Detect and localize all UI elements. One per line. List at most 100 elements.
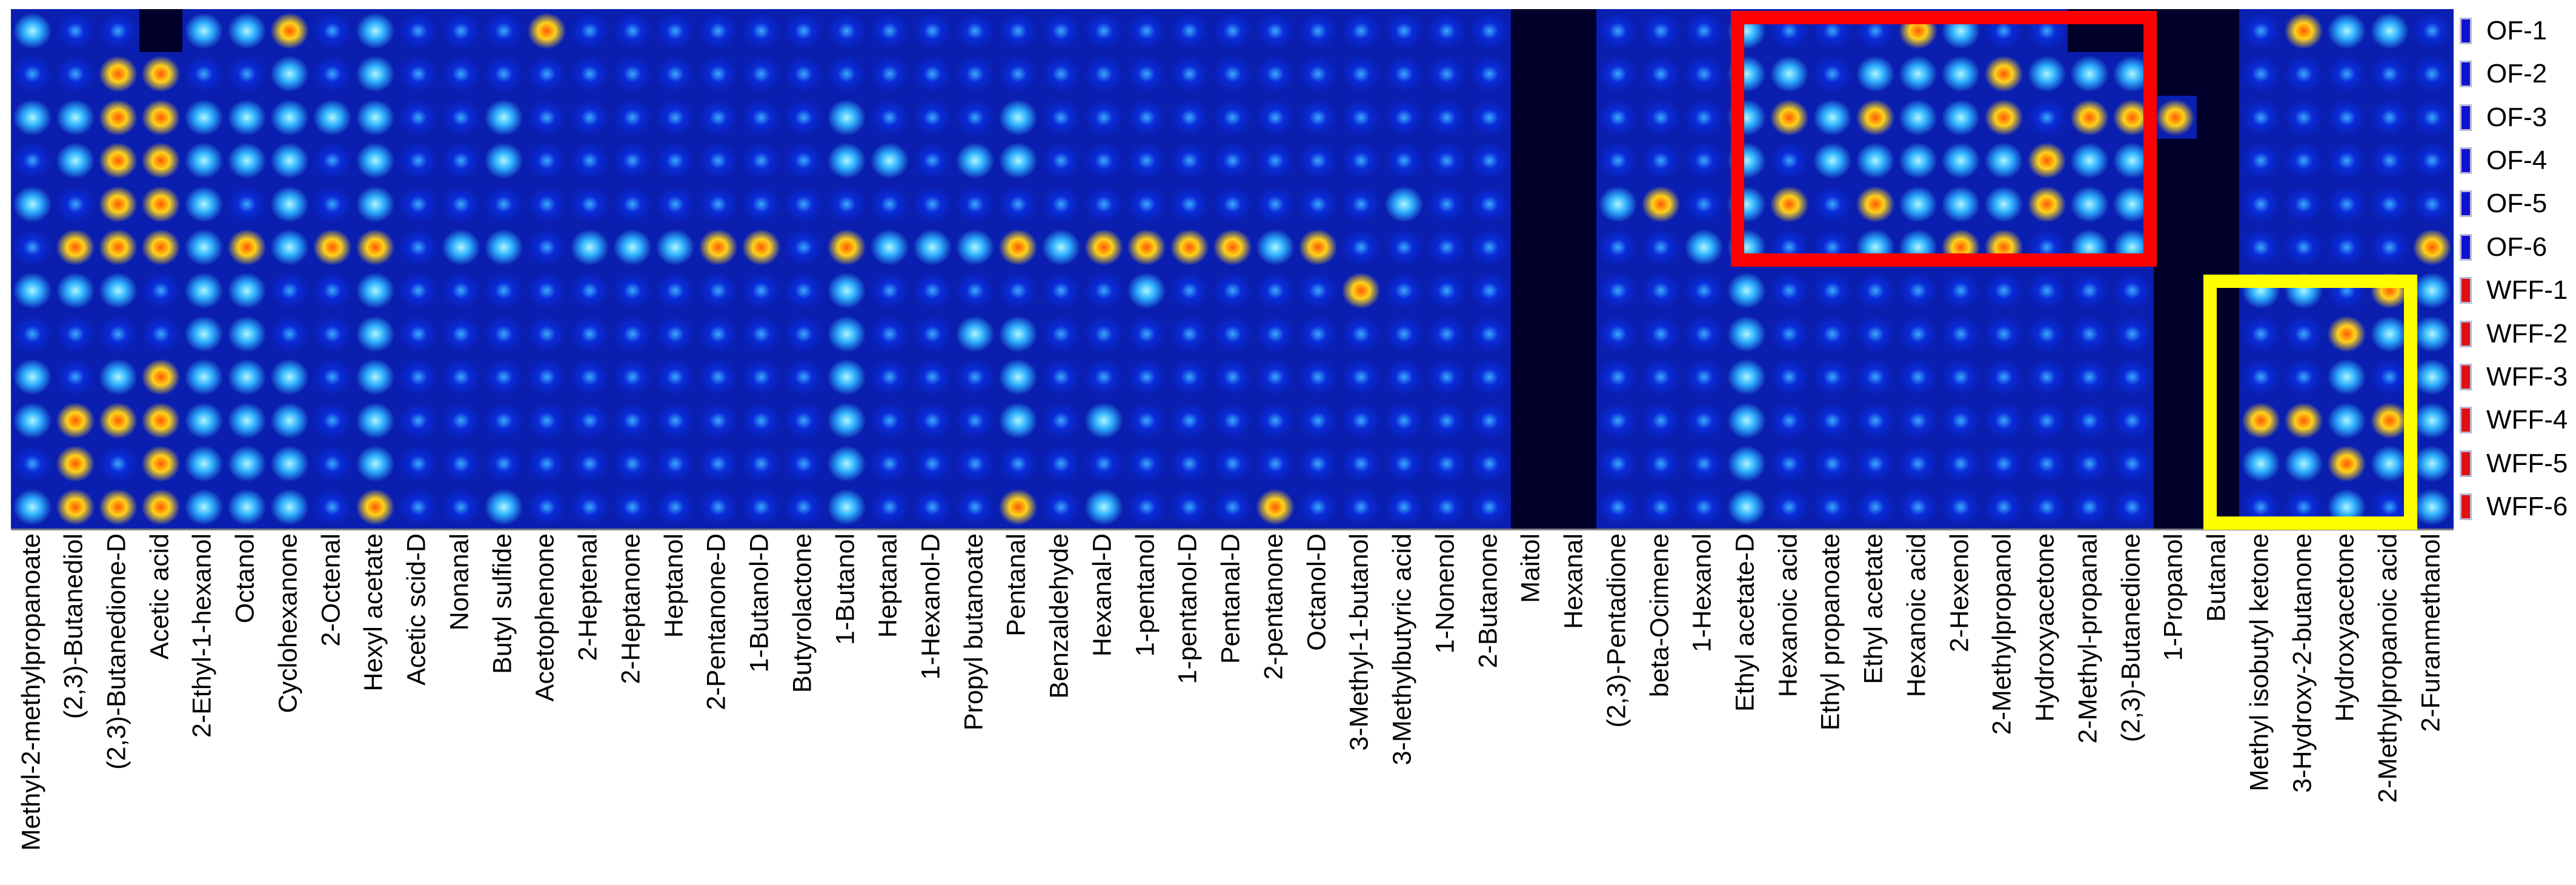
heatmap-cell bbox=[1896, 485, 1940, 529]
heatmap-cell bbox=[482, 182, 526, 226]
heatmap-cell bbox=[911, 485, 954, 529]
heatmap-cell bbox=[1553, 225, 1597, 269]
heatmap-cell bbox=[311, 95, 354, 139]
heatmap-cell bbox=[1039, 52, 1083, 96]
heatmap-cell bbox=[1039, 95, 1083, 139]
x-tick-label-text: Hexanal-D bbox=[1087, 533, 1117, 657]
heatmap-cell bbox=[825, 52, 869, 96]
heatmap-cell bbox=[1768, 95, 1811, 139]
heatmap-cell bbox=[2068, 485, 2111, 529]
heatmap-cell bbox=[1253, 9, 1297, 53]
heatmap-cell bbox=[868, 182, 911, 226]
x-tick-label-text: Hexanoic acid bbox=[1773, 533, 1803, 698]
heatmap-column bbox=[2411, 9, 2454, 529]
x-tick-label: 1-Propanol bbox=[2154, 533, 2194, 882]
heatmap-cell bbox=[1510, 182, 1555, 226]
heatmap-cell bbox=[311, 225, 354, 269]
heatmap-cell bbox=[525, 225, 569, 269]
x-tick-label-text: Methyl isobutyl ketone bbox=[2245, 533, 2274, 792]
x-tick-label-text: Acetic scid-D bbox=[402, 533, 431, 686]
heatmap-cell bbox=[525, 442, 569, 486]
heatmap-cell bbox=[611, 225, 654, 269]
legend-label: OF-4 bbox=[2486, 145, 2548, 175]
heatmap-cell bbox=[1296, 355, 1340, 399]
x-tick-label-text: (2,3)-Butanediol bbox=[59, 533, 88, 719]
heatmap-cell bbox=[1725, 398, 1768, 442]
heatmap-cell bbox=[568, 269, 611, 313]
heatmap-cell bbox=[1082, 398, 1126, 442]
heatmap-column bbox=[2239, 9, 2283, 529]
heatmap-cell bbox=[2325, 398, 2369, 442]
x-tick-label-text: 2-Ethyl-1-hexanol bbox=[187, 533, 217, 738]
legend-swatch-icon bbox=[2460, 17, 2472, 44]
heatmap-cell bbox=[1125, 485, 1169, 529]
heatmap-cell bbox=[2068, 139, 2111, 183]
x-tick-label: 2-Ethyl-1-hexanol bbox=[182, 533, 223, 882]
x-tick-label: Cyclohexanone bbox=[268, 533, 308, 882]
x-tick-label-text: 2-Methylpropanoic acid bbox=[2373, 533, 2403, 803]
heatmap-cell bbox=[11, 225, 55, 269]
heatmap-cell bbox=[1382, 312, 1426, 356]
heatmap-column bbox=[396, 9, 440, 529]
heatmap-cell bbox=[2111, 312, 2154, 356]
heatmap-cell bbox=[1939, 269, 1983, 313]
heatmap-cell bbox=[96, 485, 140, 529]
heatmap-cell bbox=[868, 9, 911, 53]
heatmap-cell bbox=[611, 398, 654, 442]
legend-item: WFF-3 bbox=[2460, 359, 2568, 395]
heatmap-cell bbox=[954, 9, 997, 53]
heatmap-cell bbox=[868, 355, 911, 399]
heatmap-column bbox=[739, 9, 783, 529]
heatmap-cell bbox=[1639, 95, 1683, 139]
heatmap-cell bbox=[1167, 182, 1212, 226]
heatmap-cell bbox=[96, 95, 140, 139]
heatmap-cell bbox=[739, 312, 783, 356]
heatmap-cell bbox=[2282, 9, 2326, 53]
x-tick-label: 1-Hexanol bbox=[1682, 533, 1723, 882]
heatmap-cell bbox=[53, 139, 97, 183]
heatmap-cell bbox=[53, 442, 97, 486]
heatmap-cell bbox=[782, 225, 826, 269]
heatmap-column bbox=[1682, 9, 1725, 529]
heatmap-cell bbox=[11, 442, 55, 486]
heatmap-cell bbox=[1382, 398, 1426, 442]
heatmap-cell bbox=[96, 225, 140, 269]
heatmap-cell bbox=[2153, 182, 2197, 226]
heatmap-cell bbox=[2282, 182, 2326, 226]
heatmap-cell bbox=[739, 398, 783, 442]
heatmap-cell bbox=[1339, 398, 1383, 442]
heatmap-cell bbox=[2068, 398, 2111, 442]
heatmap-column bbox=[1896, 9, 1940, 529]
heatmap-cell bbox=[311, 182, 354, 226]
heatmap-cell bbox=[525, 52, 569, 96]
heatmap-cell bbox=[1382, 182, 1426, 226]
heatmap-cell bbox=[96, 312, 140, 356]
heatmap-cell bbox=[2153, 355, 2197, 399]
heatmap-cell bbox=[825, 269, 869, 313]
heatmap-cell bbox=[1425, 9, 1469, 53]
heatmap-cell bbox=[2368, 52, 2411, 96]
heatmap-cell bbox=[1896, 355, 1940, 399]
heatmap-cell bbox=[2368, 182, 2411, 226]
heatmap-cell bbox=[525, 182, 569, 226]
heatmap-cell bbox=[1468, 398, 1512, 442]
heatmap-cell bbox=[782, 182, 826, 226]
heatmap-cell bbox=[1382, 9, 1426, 53]
heatmap-cell bbox=[1425, 312, 1469, 356]
heatmap-cell bbox=[1682, 442, 1725, 486]
heatmap-cell bbox=[1082, 269, 1126, 313]
heatmap-column bbox=[1510, 9, 1555, 529]
heatmap-cell bbox=[1039, 442, 1083, 486]
heatmap-cell bbox=[1639, 225, 1683, 269]
heatmap-cell bbox=[1425, 485, 1469, 529]
heatmap-cell bbox=[825, 9, 869, 53]
heatmap-cell bbox=[1382, 95, 1426, 139]
heatmap-cell bbox=[568, 442, 611, 486]
heatmap-cell bbox=[439, 95, 483, 139]
heatmap-cell bbox=[1253, 485, 1297, 529]
heatmap-cell bbox=[1810, 52, 1854, 96]
heatmap-cell bbox=[1853, 269, 1897, 313]
heatmap-cell bbox=[11, 95, 55, 139]
heatmap-cell bbox=[782, 269, 826, 313]
heatmap-cell bbox=[1682, 225, 1725, 269]
